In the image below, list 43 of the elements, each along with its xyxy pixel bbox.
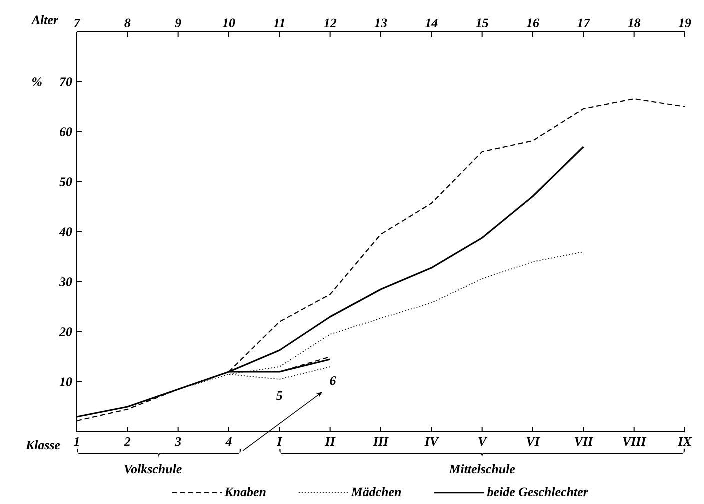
legend-label: beide Geschlechter (487, 487, 588, 497)
y-tick-label: 40 (59, 228, 72, 236)
annotation: 5 (276, 392, 283, 400)
x-tick-label: I (277, 438, 283, 446)
x2-tick-label: 13 (374, 18, 388, 28)
y-tick-label: 70 (60, 78, 72, 86)
y-tick-label: 60 (60, 128, 72, 136)
x2-tick-label: 11 (274, 18, 284, 28)
text: Volkschule (124, 464, 182, 474)
x2-tick-label: 8 (124, 18, 131, 28)
x-tick-label: VIII (623, 438, 647, 446)
legend-label: Mädchen (351, 487, 402, 497)
x-tick-label: IV (424, 438, 440, 446)
annotation: 6 (330, 376, 336, 386)
x-tick-label: 4 (226, 438, 232, 446)
x2-tick-label: 14 (425, 18, 438, 28)
x-tick-label: 1 (74, 438, 79, 446)
x-tick-label: VII (575, 438, 594, 446)
x2-tick-label: 18 (628, 18, 641, 28)
y-tick-label: 10 (60, 378, 72, 386)
x2-tick-label: 12 (324, 18, 337, 28)
y-axis-title: % (32, 78, 42, 86)
y-tick-label: 50 (60, 178, 72, 186)
x2-tick-label: 10 (222, 18, 236, 28)
x-tick-label: VI (526, 438, 540, 446)
text: Mittelschule (449, 464, 516, 474)
x-tick-label: III (373, 438, 389, 446)
x2-axis-title: Alter (31, 15, 59, 24)
x2-tick-label: 15 (476, 18, 488, 28)
x-tick-label: V (478, 438, 488, 446)
x2-tick-label: 16 (526, 18, 540, 28)
y-tick-label: 30 (59, 278, 72, 286)
x-axis-title: Klasse (26, 440, 60, 450)
x-tick-label: IX (678, 438, 692, 446)
y-tick-label: 20 (59, 328, 72, 336)
x-tick-label: 3 (175, 438, 182, 446)
x2-tick-label: 9 (175, 18, 182, 28)
x2-tick-label: 17 (577, 18, 591, 28)
x2-tick-label: 7 (74, 18, 81, 28)
x2-tick-label: 19 (678, 18, 692, 28)
x-tick-label: II (325, 438, 336, 446)
legend-label: Knaben (224, 487, 266, 497)
x-tick-label: 2 (124, 438, 131, 446)
